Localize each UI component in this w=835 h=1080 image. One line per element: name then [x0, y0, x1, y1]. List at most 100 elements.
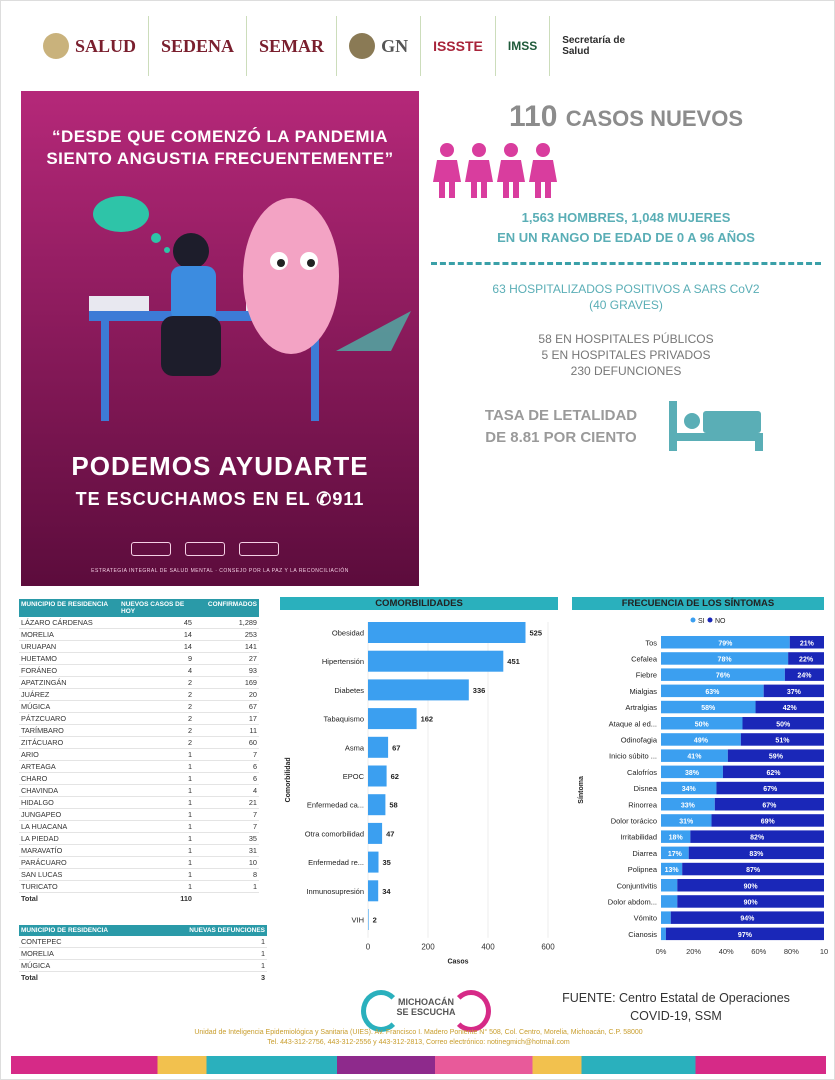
data-label-no: 22%: [799, 656, 814, 663]
category-label: Odinofagia: [621, 735, 658, 744]
municipality-cell: TARÍMBARO: [19, 724, 119, 737]
seal-icon: [43, 33, 69, 59]
municipality-cell: SAN LUCAS: [19, 868, 119, 881]
new-cases-cell: 14: [119, 628, 194, 641]
data-label-si: 79%: [718, 640, 733, 647]
confirmed-cell: 31: [194, 844, 259, 857]
new-cases-cell: 1: [119, 832, 194, 845]
bar-no: [711, 814, 824, 827]
data-label-no: 37%: [787, 689, 802, 696]
data-label-si: 58%: [701, 705, 716, 712]
municipality-cell: CONTEPEC: [19, 936, 169, 948]
x-tick-label: 20%: [686, 947, 701, 956]
data-label-no: 90%: [744, 883, 759, 890]
data-label: 525: [530, 629, 543, 638]
new-cases-cell: 1: [119, 772, 194, 785]
confirmed-cell: 27: [194, 652, 259, 665]
bar-si: [661, 911, 671, 924]
x-tick-label: 10: [820, 947, 828, 956]
bar: [368, 880, 379, 902]
municipality-cell: MARAVATÍO: [19, 844, 119, 857]
new-cases-cell: 2: [119, 736, 194, 749]
table-row: JUÁREZ 2 20: [19, 688, 259, 701]
data-label-no: 24%: [797, 673, 812, 680]
table-row: APATZINGÁN 2 169: [19, 676, 259, 689]
municipality-cell: TURICATO: [19, 880, 119, 893]
confirmed-cell: 4: [194, 784, 259, 797]
municipality-cell: MORELIA: [19, 947, 169, 960]
character-icon: [243, 198, 339, 354]
bar: [368, 679, 469, 701]
source-note: FUENTE: Centro Estatal de Operaciones CO…: [562, 991, 790, 1023]
municipality-cell: HIDALGO: [19, 796, 119, 809]
bar: [368, 736, 389, 758]
data-label-no: 83%: [749, 851, 764, 858]
category-label: Rinorrea: [628, 800, 658, 809]
confirmed-cell: 1: [194, 880, 259, 893]
data-label: 47: [386, 829, 394, 838]
bar-si: [661, 846, 689, 860]
bar-si: [661, 814, 712, 827]
y-axis-label: Comorbilidad: [285, 757, 292, 802]
bar-no: [727, 749, 824, 762]
data-label: 34: [382, 887, 391, 896]
bar-no: [722, 765, 824, 779]
logo-salud: SALUD: [31, 16, 150, 76]
table-row: TURICATO 1 1: [19, 880, 259, 893]
category-label: Fiebre: [636, 671, 657, 680]
new-cases-cell: 1: [119, 760, 194, 773]
data-label-no: 62%: [766, 770, 781, 777]
confirmed-cell: 20: [194, 688, 259, 701]
data-label-no: 90%: [744, 899, 759, 906]
bar: [368, 708, 417, 730]
data-label: 58: [389, 801, 397, 810]
bar-no: [665, 927, 824, 941]
new-cases-cell: 2: [119, 700, 194, 713]
new-cases-cell: 1: [119, 808, 194, 821]
legend-no-marker: [707, 617, 713, 623]
divider: [431, 262, 821, 265]
demographics: 1,563 HOMBRES, 1,048 MUJERES EN UN RANGO…: [497, 210, 755, 245]
bar-si: [661, 879, 678, 892]
x-tick-label: 0: [366, 943, 371, 952]
bar-si: [661, 765, 723, 779]
bar-si: [661, 830, 691, 843]
confirmed-cell: 67: [194, 700, 259, 713]
bar-no: [688, 846, 824, 860]
bar-si: [661, 749, 728, 762]
table-row: ARTEAGA 1 6: [19, 760, 259, 773]
bar-no: [716, 781, 824, 795]
deaths-cell: 1: [169, 959, 267, 972]
category-label: EPOC: [343, 772, 365, 781]
new-cases-cell: 4: [119, 664, 194, 677]
category-label: Disnea: [634, 784, 658, 793]
new-cases-cell: 1: [119, 796, 194, 809]
new-cases-cell: 1: [119, 856, 194, 869]
bar-si: [661, 927, 666, 941]
bar-no: [677, 895, 824, 908]
new-cases-cell: 2: [119, 724, 194, 737]
confirmed-cell: 169: [194, 676, 259, 689]
color-band: [11, 1056, 826, 1074]
bar: [368, 794, 386, 816]
category-label: Mialgias: [629, 687, 657, 696]
data-label-no: 82%: [750, 835, 765, 842]
municipality-cell: ARTEAGA: [19, 760, 119, 773]
table-row: FORÁNEO 4 93: [19, 664, 259, 677]
table-row: ZITÁCUARO 2 60: [19, 736, 259, 749]
data-label: 35: [383, 858, 391, 867]
table-row: CHAVINDA 1 4: [19, 784, 259, 797]
new-cases-cell: 14: [119, 640, 194, 653]
bar-si: [661, 781, 717, 795]
table-row: MORELIA 14 253: [19, 628, 259, 641]
municipality-cell: LÁZARO CÁRDENAS: [19, 617, 119, 629]
x-tick-label: 400: [481, 943, 495, 952]
lethality: TASA DE LETALIDAD DE 8.81 POR CIENTO: [431, 399, 821, 454]
category-label: Artralgias: [625, 703, 657, 712]
data-label-si: 63%: [705, 689, 720, 696]
data-label-no: 51%: [775, 737, 790, 744]
municipality-cell: PARÁCUARO: [19, 856, 119, 869]
data-label-no: 50%: [776, 721, 791, 728]
confirmed-cell: 11: [194, 724, 259, 737]
data-label-si: 33%: [681, 802, 696, 809]
